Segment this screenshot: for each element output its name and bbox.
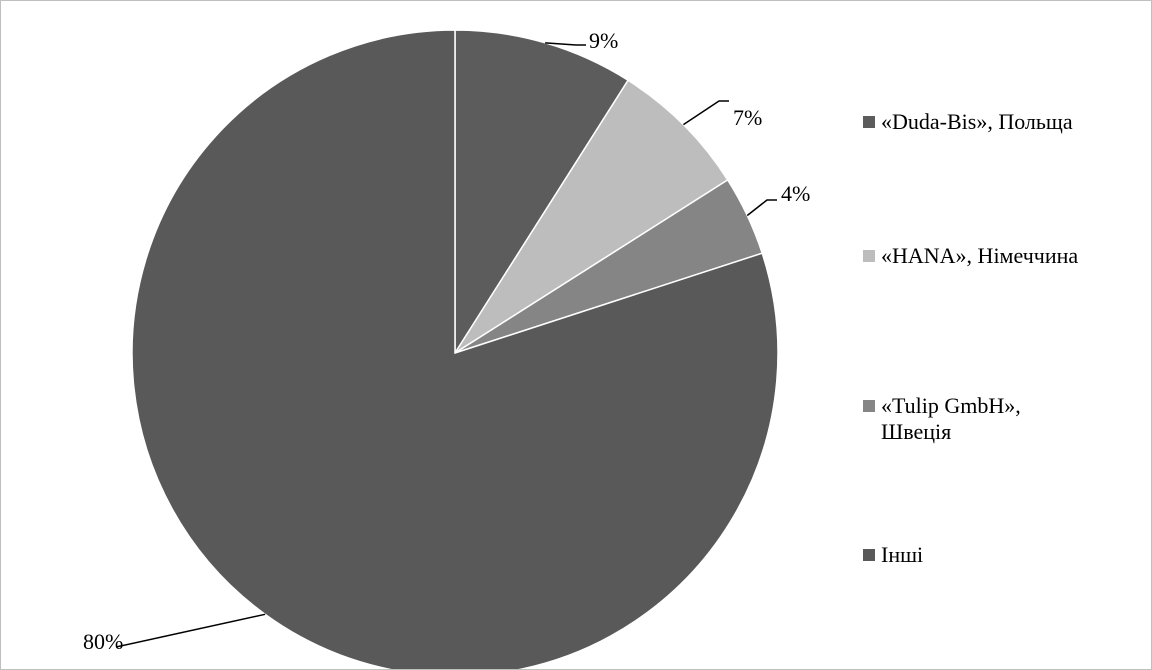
legend-label-tulip-line2: Швеція — [881, 419, 952, 444]
pie-slice-duda-bis — [454, 29, 630, 356]
legend-label-tulip: «Tulip GmbH», — [881, 393, 1021, 418]
data-label-duda-bis: 9% — [589, 28, 618, 53]
legend-item-tulip: «Tulip GmbH», Швеція — [863, 393, 1152, 445]
data-label-tulip: 4% — [781, 181, 810, 206]
leader-line-duda-bis — [545, 42, 586, 46]
legend-item-duda-bis: «Duda-Bis», Польща — [863, 109, 1152, 135]
data-label-hana: 7% — [733, 105, 762, 130]
legend-swatch-tulip — [863, 400, 875, 412]
legend-swatch-hana — [863, 250, 875, 262]
leader-line-others — [115, 613, 266, 648]
legend-label-hana: «HANA», Німеччина — [881, 243, 1079, 268]
legend-swatch-duda-bis — [863, 116, 875, 128]
pie-slice-others — [131, 29, 779, 669]
legend-label-duda-bis: «Duda-Bis», Польща — [881, 109, 1073, 134]
leader-line-hana — [682, 100, 729, 126]
legend-item-others: Інші — [863, 542, 1152, 568]
leader-line-tulip — [746, 199, 777, 217]
legend-swatch-others — [863, 549, 875, 561]
pie-slice-hana — [454, 79, 729, 354]
data-label-others: 80% — [83, 629, 123, 654]
legend-label-others: Інші — [881, 542, 924, 567]
legend-item-hana: «HANA», Німеччина — [863, 243, 1152, 269]
